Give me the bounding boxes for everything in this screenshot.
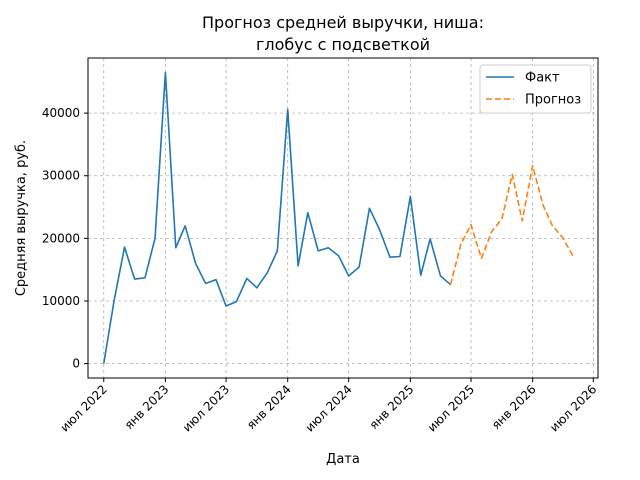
series-1-point <box>531 164 535 168</box>
series-0-point <box>428 237 432 241</box>
y-tick-label: 0 <box>72 357 80 371</box>
series-0-point <box>337 254 341 258</box>
series-0-point <box>255 286 259 290</box>
series-0-point <box>316 249 320 253</box>
series-1-point <box>510 172 514 176</box>
series-1-point <box>479 256 483 260</box>
chart-title-line-2: глобус с подсветкой <box>256 35 430 54</box>
y-tick-label: 20000 <box>42 231 80 245</box>
series-0-point <box>123 245 127 249</box>
series-0-point <box>163 70 167 74</box>
y-axis-label: Средняя выручка, руб. <box>14 140 29 296</box>
series-0-point <box>204 281 208 285</box>
grid <box>88 58 598 378</box>
series-1-point <box>571 254 575 258</box>
series-0-point <box>286 107 290 111</box>
series-1-point <box>550 224 554 228</box>
series-0-point <box>224 304 228 308</box>
series-0-point <box>347 274 351 278</box>
series-0-point <box>419 273 423 277</box>
y-tick-label: 40000 <box>42 106 80 120</box>
series-0-point <box>133 277 137 281</box>
series-1-point <box>500 217 504 221</box>
series-0-point <box>194 261 198 265</box>
series-0-point <box>234 300 238 304</box>
series-0-point <box>296 264 300 268</box>
series-1-point <box>469 223 473 227</box>
series-0-point <box>326 246 330 250</box>
series-0-point <box>357 265 361 269</box>
chart-title-line-1: Прогноз средней выручки, ниша: <box>202 13 484 32</box>
series-1-point <box>490 229 494 233</box>
series-0-point <box>112 298 116 302</box>
series-0-point <box>367 206 371 210</box>
series-0-point <box>143 276 147 280</box>
series-line-1 <box>449 164 574 285</box>
series-0-point <box>102 362 106 366</box>
series-line-0 <box>102 71 452 364</box>
series-0-point <box>153 236 157 240</box>
series-1-point <box>520 219 524 223</box>
series-0-point <box>265 271 269 275</box>
series-0-point <box>306 211 310 215</box>
series-0-point <box>378 228 382 232</box>
series-0-point <box>408 194 412 198</box>
legend: Факт Прогноз <box>479 64 592 114</box>
legend-label: Факт <box>525 71 560 86</box>
series-0-point <box>245 276 249 280</box>
series-1-point <box>449 283 453 287</box>
series-0-point <box>439 274 443 278</box>
series-0-point <box>183 224 187 228</box>
series-0-point <box>174 246 178 250</box>
series-0-point <box>275 249 279 253</box>
series-1-point <box>561 236 565 240</box>
y-tick-label: 10000 <box>42 294 80 308</box>
series-0-point <box>388 255 392 259</box>
plot-frame <box>87 57 599 379</box>
series-1-point <box>541 203 545 207</box>
x-axis-label: Дата <box>326 452 360 467</box>
legend-label: Прогноз <box>525 93 581 108</box>
series-layer <box>102 70 575 366</box>
series-0-point <box>398 255 402 259</box>
y-tick-label: 30000 <box>42 169 80 183</box>
series-1-point <box>459 242 463 246</box>
series-0-point <box>214 278 218 282</box>
